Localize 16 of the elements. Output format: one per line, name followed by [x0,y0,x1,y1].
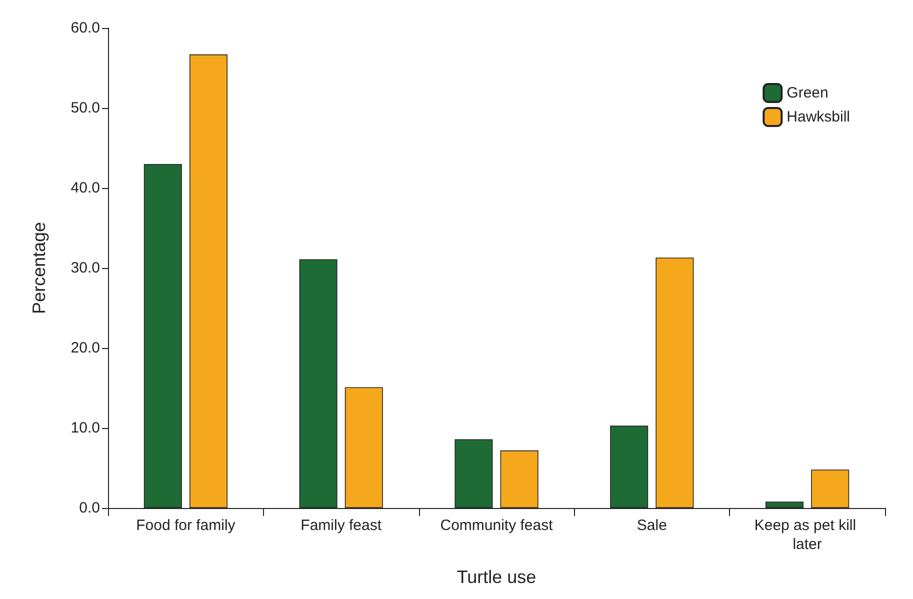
y-tick-label: 60.0 [70,20,100,36]
x-tick-label: Sale [636,517,667,534]
x-axis-title: Turtle use [456,567,536,587]
y-tick-label: 0.0 [79,500,100,516]
x-tick-label: Keep as pet kill later [754,517,860,553]
y-tick-label: 50.0 [70,100,100,116]
y-axis-title: Percentage [29,222,49,314]
x-tick-label: Community feast [440,517,554,534]
legend-label: Green [786,84,828,102]
y-tick-label: 30.0 [70,260,100,276]
y-tick-label: 20.0 [70,340,100,356]
legend-label: Hawksbill [786,108,850,126]
y-tick-label: 10.0 [70,420,100,436]
y-tick-label: 40.0 [70,180,100,196]
x-tick-label: Food for family [136,517,236,534]
x-tick-label: Family feast [300,517,382,534]
